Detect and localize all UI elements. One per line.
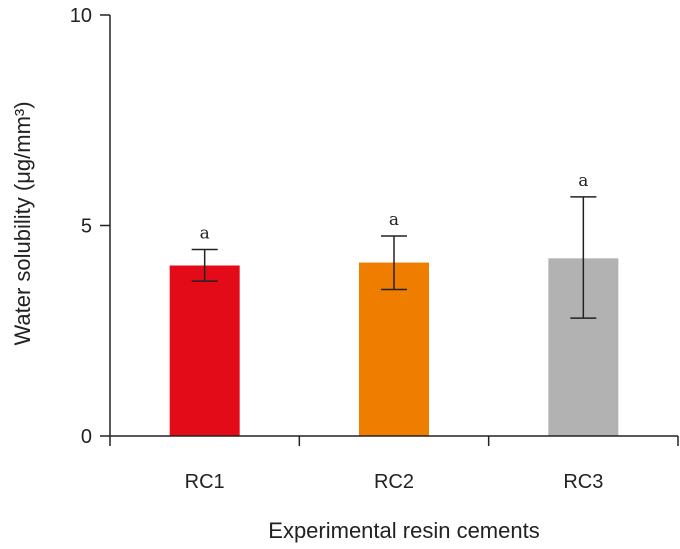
bar-rc1: [169, 265, 240, 436]
x-tick-label: RC3: [563, 471, 603, 493]
significance-label: a: [389, 210, 399, 230]
significance-labels: a a a: [200, 171, 589, 244]
x-axis-title: Experimental resin cements: [268, 518, 539, 543]
x-tick-label: RC1: [185, 471, 225, 493]
x-axis-ticks: RC1 RC2 RC3: [109, 436, 679, 493]
error-bars: [191, 196, 597, 319]
significance-label: a: [578, 171, 588, 191]
significance-label: a: [200, 223, 210, 243]
y-axis-ticks: 0 5 10: [70, 5, 110, 448]
error-bar-rc1: [191, 248, 218, 282]
bar-rc2: [359, 262, 429, 436]
error-bar-rc3: [570, 196, 597, 319]
x-tick-label: RC2: [374, 471, 414, 493]
error-bar-rc2: [381, 235, 407, 291]
y-axis-title: Water solubility (μg/mm³): [10, 101, 35, 345]
bars: [169, 258, 619, 436]
y-tick-label: 5: [81, 216, 92, 238]
y-tick-label: 10: [70, 5, 92, 27]
y-tick-label: 0: [81, 426, 92, 448]
